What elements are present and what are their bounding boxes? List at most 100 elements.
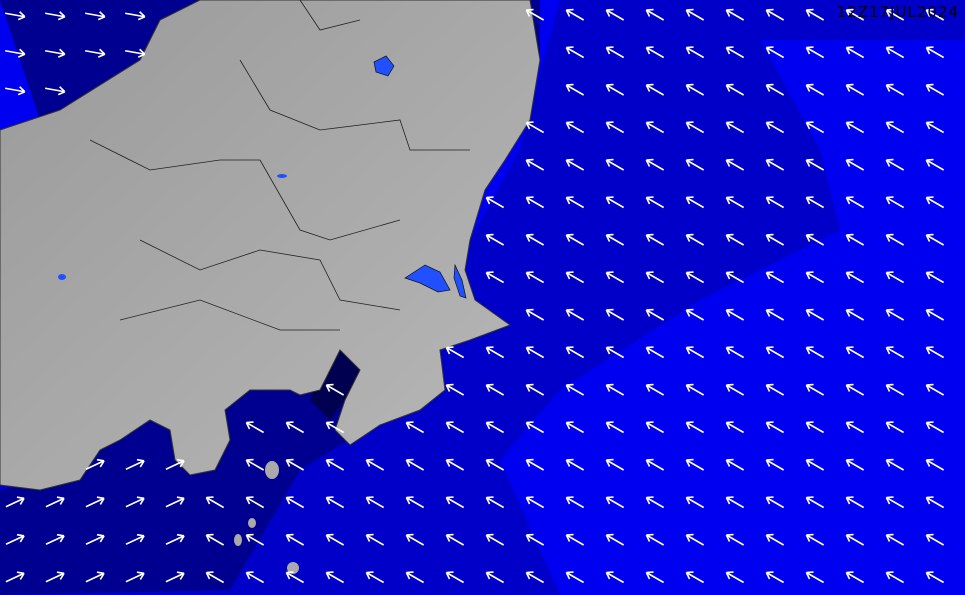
wind-arrow-icon [45, 496, 65, 508]
wind-arrow-icon [845, 458, 865, 471]
wind-arrow-icon [645, 121, 665, 134]
wind-arrow-icon [805, 533, 825, 546]
wind-arrow-icon [645, 308, 665, 321]
wind-arrow-icon [205, 533, 225, 546]
wind-arrow-icon [445, 421, 465, 434]
wind-arrow-icon [485, 196, 505, 209]
wind-arrow-icon [845, 571, 865, 584]
wind-arrow-icon [845, 121, 865, 134]
wind-arrow-icon [845, 271, 865, 284]
wind-arrow-icon [645, 346, 665, 359]
wind-arrow-icon [805, 571, 825, 584]
land-honshu [0, 0, 541, 491]
wind-arrow-icon [645, 533, 665, 546]
wind-arrow-icon [5, 86, 26, 96]
wind-arrow-icon [405, 496, 425, 509]
wind-arrow-icon [805, 121, 825, 134]
lake-kitaura [453, 263, 467, 299]
wind-arrow-icon [325, 383, 345, 396]
wind-arrow-icon [85, 533, 105, 545]
wind-arrow-icon [925, 421, 945, 434]
wind-arrow-icon [165, 496, 185, 508]
wind-arrow-icon [525, 121, 545, 134]
wind-arrow-icon [725, 196, 745, 209]
wind-arrow-icon [325, 533, 345, 546]
wind-arrow-icon [325, 421, 345, 434]
wind-arrow-icon [565, 233, 585, 246]
wind-arrow-icon [765, 196, 785, 209]
wind-arrow-icon [565, 121, 585, 134]
wind-arrow-icon [485, 458, 505, 471]
wind-arrow-icon [45, 571, 65, 583]
wind-arrow-icon [125, 496, 145, 508]
wind-arrow-icon [845, 83, 865, 96]
wind-arrow-icon [325, 496, 345, 509]
wind-arrow-icon [685, 83, 705, 96]
wind-arrow-icon [405, 458, 425, 471]
wind-arrow-icon [565, 533, 585, 546]
wind-arrow-icon [845, 533, 865, 546]
wind-arrow-icon [325, 458, 345, 471]
wind-arrow-icon [725, 83, 745, 96]
wind-arrow-icon [365, 496, 385, 509]
wind-arrow-icon [605, 458, 625, 471]
wind-arrow-icon [525, 533, 545, 546]
wind-arrow-icon [685, 421, 705, 434]
wind-arrow-icon [885, 571, 905, 584]
wind-arrow-icon [685, 346, 705, 359]
wind-arrow-icon [885, 8, 905, 21]
wind-arrow-icon [565, 158, 585, 171]
wind-arrow-icon [445, 458, 465, 471]
wind-arrow-icon [845, 496, 865, 509]
wind-arrow-icon [685, 533, 705, 546]
wind-arrow-icon [925, 571, 945, 584]
wind-arrow-icon [445, 496, 465, 509]
wind-arrow-icon [525, 383, 545, 396]
wind-arrow-icon [885, 196, 905, 209]
wind-arrow-icon [605, 308, 625, 321]
wind-arrow-icon [765, 83, 785, 96]
wind-arrow-icon [85, 48, 106, 58]
wind-arrow-icon [605, 233, 625, 246]
wind-arrow-icon [565, 83, 585, 96]
wind-arrow-icon [885, 308, 905, 321]
wind-arrow-icon [845, 8, 865, 21]
wind-arrow-icon [725, 496, 745, 509]
wind-arrow-icon [925, 496, 945, 509]
wind-arrow-icon [925, 346, 945, 359]
wind-arrow-icon [565, 271, 585, 284]
wind-arrow-icon [245, 533, 265, 546]
wind-arrow-icon [925, 83, 945, 96]
wind-arrow-icon [845, 383, 865, 396]
wind-arrow-icon [725, 533, 745, 546]
wind-arrow-icon [525, 233, 545, 246]
wind-arrow-icon [885, 383, 905, 396]
wind-arrow-icon [165, 458, 185, 470]
wind-arrow-icon [45, 11, 66, 21]
wind-arrow-icon [285, 458, 305, 471]
wind-arrow-icon [925, 46, 945, 59]
wind-arrow-icon [605, 121, 625, 134]
wind-arrow-icon [925, 271, 945, 284]
wind-arrow-icon [565, 346, 585, 359]
wind-arrow-icon [525, 196, 545, 209]
wind-arrow-icon [605, 83, 625, 96]
wind-arrow-icon [85, 571, 105, 583]
wind-arrow-icon [605, 571, 625, 584]
wind-arrow-icon [85, 11, 106, 21]
wind-arrow-icon [885, 46, 905, 59]
wind-arrow-icon [565, 458, 585, 471]
wind-arrow-icon [125, 533, 145, 545]
wind-arrow-icon [125, 11, 146, 21]
wind-arrow-icon [525, 496, 545, 509]
wind-arrow-icon [765, 271, 785, 284]
wind-arrow-icon [765, 346, 785, 359]
wind-arrow-icon [5, 11, 26, 21]
wind-arrow-icon [645, 8, 665, 21]
wind-arrow-icon [445, 346, 465, 359]
wind-arrow-icon [5, 533, 25, 545]
wind-arrow-icon [245, 571, 265, 584]
wind-arrow-icon [805, 346, 825, 359]
wind-arrow-icon [5, 571, 25, 583]
